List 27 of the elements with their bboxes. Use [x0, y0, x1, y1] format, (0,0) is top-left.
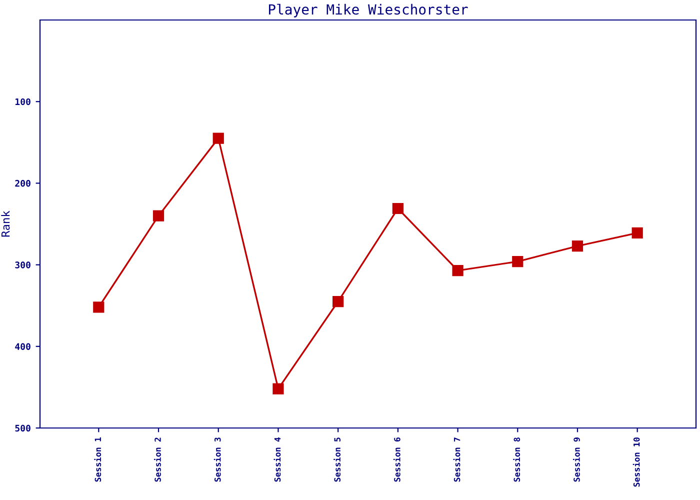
x-tick-label: Session 8 — [513, 438, 520, 482]
point — [512, 256, 524, 268]
x-tick-label: Session 7 — [453, 438, 460, 482]
point — [572, 240, 584, 252]
point — [93, 302, 104, 313]
point — [272, 383, 284, 394]
x-tick-label: Session 2 — [154, 438, 161, 482]
chart-title: Player Mike Wieschorster — [269, 4, 468, 18]
point — [152, 210, 164, 222]
point — [212, 132, 224, 144]
x-tick-label: Session 10 — [632, 438, 640, 487]
x-tick-label: Session 3 — [214, 438, 221, 482]
point — [452, 264, 464, 276]
y-tick-label: 500 — [15, 424, 30, 432]
y-tick-label: 200 — [15, 180, 30, 187]
point — [632, 227, 643, 239]
x-tick-label: Session 5 — [334, 438, 340, 482]
y-tick-label: 100 — [15, 98, 30, 106]
y-tick-label: 300 — [15, 262, 30, 268]
x-tick-label: Session 9 — [573, 438, 580, 482]
x-tick-label: Session 1 — [94, 437, 102, 482]
x-tick-label: Session 4 — [274, 437, 281, 482]
y-axis-title: Rank — [1, 210, 10, 237]
point — [392, 202, 404, 214]
y-tick-label: 400 — [15, 343, 30, 350]
point — [332, 296, 344, 308]
x-tick-label: Session 6 — [393, 437, 400, 482]
